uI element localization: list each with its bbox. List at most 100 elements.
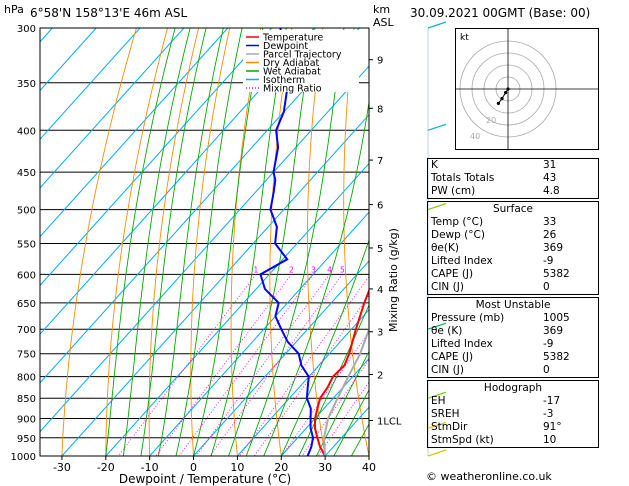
isotherm-line (40, 28, 141, 140)
wet-adiabat-line (193, 28, 264, 456)
most-unstable-title: Most Unstable (475, 299, 551, 311)
most-unstable-label: CIN (J) (431, 364, 464, 376)
most-unstable-row: Pressure (mb) 1005 (428, 312, 598, 325)
most-unstable-value: 5382 (543, 351, 570, 363)
wet-adiabat-line (157, 28, 224, 456)
surface-label: Lifted Index (431, 255, 493, 267)
most-unstable-row: CIN (J) 0 (428, 364, 598, 377)
most-unstable-label: θe (K) (431, 325, 463, 337)
km-label: km (373, 3, 390, 16)
surface-label: Temp (°C) (431, 216, 484, 228)
hodograph-stat-value: 10 (543, 434, 557, 446)
wind-barb (427, 421, 447, 429)
mixing-ratio-label: 2 (289, 265, 294, 274)
wind-barbs (427, 21, 447, 457)
wet-adiabat-line (333, 388, 369, 456)
index-label: K (431, 159, 438, 171)
mixing-ratio-label: 5 (340, 265, 345, 274)
wind-barb (427, 21, 447, 29)
mixing-ratio-line (178, 274, 314, 456)
wet-adiabat-line (263, 99, 369, 456)
pressure-tick-label: 950 (17, 434, 36, 445)
hodograph-point (506, 87, 510, 91)
dry-adiabat-line (603, 28, 629, 456)
most-unstable-row: CAPE (J) 5382 (428, 351, 598, 364)
x-tick-label: -30 (53, 461, 71, 474)
hodograph-unit-label: kt (460, 33, 469, 43)
km-tick-label: 5 (377, 244, 383, 255)
dry-adiabat-line (105, 28, 168, 456)
pressure-tick-label: 750 (17, 350, 36, 361)
series-dewpoint (259, 28, 315, 456)
mixing-ratio-line (209, 274, 343, 456)
surface-section: Surface Temp (°C) 33 Dewp (°C) 26 θe(K) 369 Li… (427, 201, 599, 295)
surface-value: 5382 (543, 268, 570, 280)
series-parcel-trajectory (322, 326, 369, 456)
wet-adiabat-line (245, 28, 345, 456)
surface-value: 33 (543, 216, 557, 228)
wet-adiabat-line (105, 28, 176, 456)
hodograph-section: Hodograph EH -17 SREH -3 StmDir 91° StmSpd (kt… (427, 380, 599, 448)
isotherm-line (40, 65, 369, 433)
surface-value: 26 (543, 229, 557, 241)
mixing-ratio-line (239, 275, 369, 456)
hodograph-point (504, 91, 508, 95)
x-tick-label: 20 (274, 461, 288, 474)
surface-label: Dewp (°C) (431, 229, 485, 241)
isotherm-line (280, 357, 369, 456)
most-unstable-value: 369 (543, 325, 564, 337)
isotherm-line (193, 260, 369, 456)
pressure-tick-label: 400 (17, 126, 36, 137)
index-value: 4.8 (543, 185, 560, 197)
legend-box (243, 30, 359, 92)
isotherm-line (40, 28, 229, 238)
pressure-tick-label: 550 (17, 239, 36, 250)
hodograph-trace (498, 88, 509, 104)
most-unstable-row: Lifted Index -9 (428, 338, 598, 351)
index-value: 31 (543, 159, 557, 171)
pressure-tick-label: 1000 (11, 452, 36, 463)
pressure-tick-label: 450 (17, 168, 36, 179)
km-tick-label: 9 (377, 56, 383, 67)
pressure-tick-label: 700 (17, 325, 36, 336)
wet-adiabat-line (210, 28, 287, 456)
hodograph-stat-value: -17 (543, 395, 561, 407)
surface-label: CIN (J) (431, 281, 464, 293)
km-tick-label: 2 (377, 370, 383, 381)
km-tick-label: 6 (377, 201, 383, 212)
dry-adiabat-line (61, 28, 137, 456)
hodograph-stat-row: EH -17 (428, 395, 598, 408)
mixing-ratio-label: 1 (253, 265, 258, 274)
pressure-tick-label: 650 (17, 299, 36, 310)
isotherm-line (149, 211, 369, 456)
pressure-tick-label: 850 (17, 394, 36, 405)
isotherm-line (61, 114, 369, 456)
xaxis-title: Dewpoint / Temperature (°C) (119, 472, 291, 486)
index-label: Totals Totals (431, 172, 495, 184)
legend-label: Wet Adiabat (263, 67, 321, 78)
wind-barb (427, 322, 447, 330)
wind-barb (427, 449, 447, 457)
wet-adiabat-line (228, 28, 314, 456)
x-tick-label: -20 (97, 461, 115, 474)
pressure-tick-label: 900 (17, 415, 36, 426)
isotherm-line (40, 28, 273, 287)
wet-adiabat-line (175, 28, 243, 456)
index-row: K 31 (428, 159, 598, 172)
hodograph-ring-label: 40 (470, 132, 480, 141)
index-label: PW (cm) (431, 185, 476, 197)
plot-area: 1 2 3 4 5 8 10 15 20 25 (40, 28, 629, 456)
asl-label: ASL (373, 16, 395, 29)
isotherm-line (237, 309, 369, 456)
wind-barb (427, 123, 447, 131)
mixing-ratio-label: 3 (311, 265, 316, 274)
index-row: PW (cm) 4.8 (428, 185, 598, 198)
hodograph-ring-label: 20 (486, 116, 496, 125)
x-tick-label: 0 (190, 461, 197, 474)
index-row: Totals Totals 43 (428, 172, 598, 185)
hodograph-stat-row: StmSpd (kt) 10 (428, 434, 598, 447)
x-tick-label: 40 (362, 461, 376, 474)
pressure-tick-label: 500 (17, 206, 36, 217)
axes: 3003504004505005506006507007508008509009… (11, 24, 402, 474)
